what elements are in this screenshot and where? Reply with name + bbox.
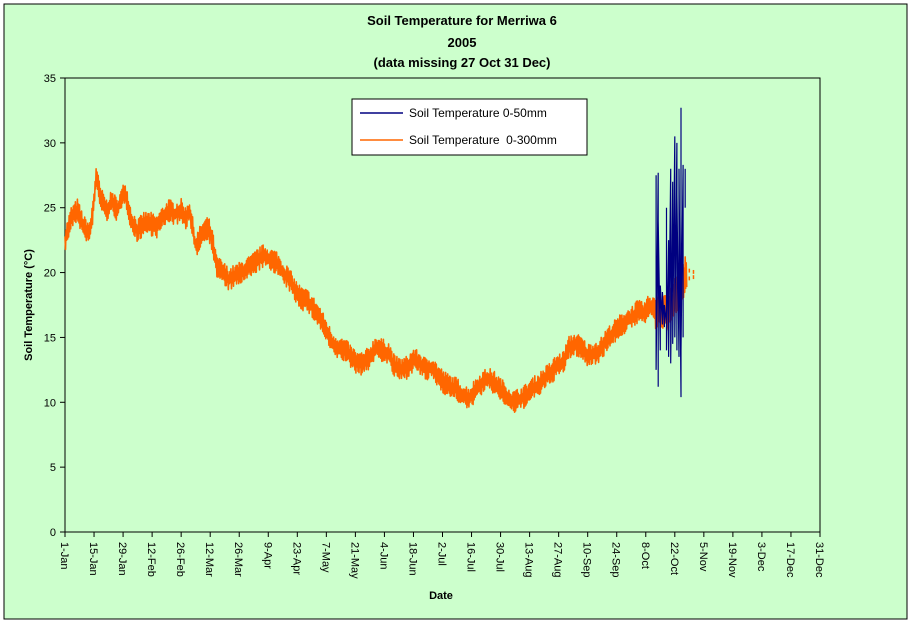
y-tick-label: 5 [50, 462, 56, 474]
y-tick-label: 0 [50, 527, 56, 539]
x-tick-label: 26-Feb [174, 542, 186, 577]
x-tick-label: 15-Jan [87, 542, 99, 576]
chart-title-line-2: 2005 [448, 35, 477, 50]
x-tick-label: 13-Aug [523, 542, 535, 577]
legend-box [351, 98, 588, 156]
x-tick-label: 26-Mar [232, 542, 244, 577]
x-tick-label: 9-Apr [261, 542, 273, 569]
x-tick-label: 17-Dec [784, 542, 796, 578]
x-tick-label: 22-Oct [668, 542, 680, 575]
x-axis: 1-Jan 15-Jan 29-Jan 12-Feb 26-Feb 12-Mar 26-Ma… [58, 532, 825, 579]
x-tick-label: 27-Aug [552, 542, 564, 577]
x-tick-label: 30-Jul [494, 542, 506, 572]
x-tick-label: 5-Nov [697, 542, 709, 572]
x-tick-label: 3-Dec [755, 542, 767, 572]
x-tick-label: 18-Jun [406, 542, 418, 576]
y-tick-label: 30 [44, 138, 56, 150]
y-tick-label: 35 [44, 73, 56, 85]
y-axis-title: Soil Temperature (°C) [23, 249, 35, 361]
legend-label-0-50mm: Soil Temperature 0-50mm [409, 106, 547, 120]
x-tick-label: 12-Feb [145, 542, 157, 577]
x-tick-label: 1-Jan [58, 542, 70, 570]
x-tick-label: 31-Dec [813, 542, 825, 578]
y-axis: 0 5 10 15 20 25 30 35 [44, 73, 65, 539]
x-tick-label: 21-May [348, 542, 360, 579]
x-tick-label: 4-Jun [377, 542, 389, 570]
series-layer [64, 107, 695, 413]
y-tick-label: 15 [44, 332, 56, 344]
x-tick-label: 16-Jul [465, 542, 477, 572]
x-axis-title: Date [429, 590, 453, 602]
x-tick-label: 2-Jul [436, 542, 448, 566]
x-tick-label: 10-Sep [581, 542, 593, 577]
x-tick-label: 7-May [319, 542, 331, 573]
x-tick-label: 29-Jan [116, 542, 128, 576]
x-tick-label: 23-Apr [290, 542, 302, 575]
series-line-0-300mm [64, 168, 688, 413]
x-tick-label: 19-Nov [726, 542, 738, 578]
x-tick-label: 8-Oct [639, 542, 651, 569]
series-line-0-50mm [655, 107, 684, 398]
legend: Soil Temperature 0-50mm Soil Temperature… [351, 98, 588, 156]
y-tick-label: 10 [44, 397, 56, 409]
x-tick-label: 12-Mar [203, 542, 215, 577]
chart-title-line-1: Soil Temperature for Merriwa 6 [367, 13, 557, 28]
legend-label-0-300mm: Soil Temperature 0-300mm [409, 133, 557, 147]
x-tick-label: 24-Sep [610, 542, 622, 577]
y-tick-label: 20 [44, 268, 56, 280]
y-tick-label: 25 [44, 203, 56, 215]
chart-title-line-3: (data missing 27 Oct 31 Dec) [373, 55, 550, 70]
